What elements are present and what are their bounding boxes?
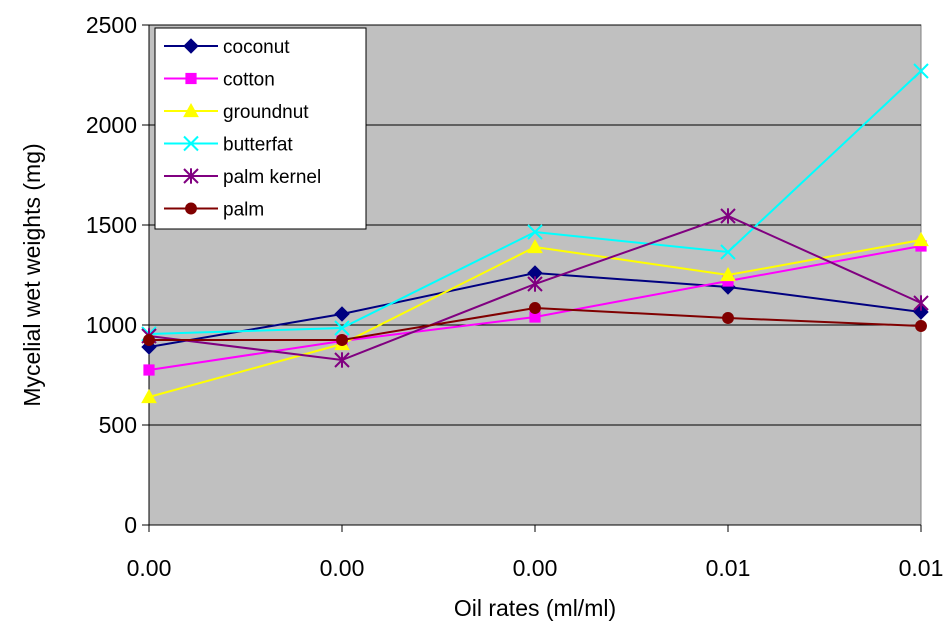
legend-item: palm kernel [164, 167, 321, 188]
legend-label: palm [223, 200, 264, 221]
data-point [722, 312, 734, 324]
legend-item: cotton [164, 70, 275, 91]
data-point [334, 352, 350, 368]
data-point [185, 72, 197, 85]
x-tick-label: 0.01 [899, 555, 944, 581]
data-point [336, 334, 348, 346]
y-axis-title: Mycelial wet weights (mg) [19, 143, 45, 406]
data-point [183, 38, 199, 54]
data-point [529, 311, 541, 323]
series-lines [141, 63, 929, 404]
data-point [913, 295, 929, 311]
x-tick-label: 0.00 [513, 555, 558, 581]
y-tick-label: 500 [99, 412, 137, 438]
legend: coconut cotton groundnut butterfat palm kern… [154, 27, 367, 230]
data-point [183, 135, 199, 152]
series-coconut [141, 265, 929, 355]
axes: 0 500 1000 1500 2000 2500 0.00 0.00 0.00 0.01 0.01 [86, 12, 944, 581]
legend-item: butterfat [164, 135, 293, 156]
data-point [143, 334, 155, 346]
data-point [334, 320, 350, 336]
data-point [185, 202, 197, 215]
data-point [183, 102, 199, 118]
data-point [915, 320, 927, 332]
data-point [527, 276, 543, 292]
legend-box [154, 27, 367, 230]
data-point [143, 364, 155, 376]
series-groundnut [141, 231, 929, 404]
data-point [913, 304, 929, 320]
legend-label: groundnut [223, 102, 309, 123]
x-tick-label: 0.00 [127, 555, 172, 581]
y-tick-label: 2500 [86, 12, 137, 38]
data-point [720, 208, 736, 224]
legend-label: coconut [223, 37, 290, 58]
y-tick-label: 2000 [86, 112, 137, 138]
x-tick-label: 0.01 [706, 555, 751, 581]
legend-label: cotton [223, 70, 275, 91]
data-point [334, 306, 350, 322]
legend-item: palm [164, 200, 264, 221]
y-tick-label: 1000 [86, 312, 137, 338]
x-tick-label: 0.00 [320, 555, 365, 581]
data-point [527, 224, 543, 240]
data-point [913, 63, 929, 79]
legend-label: palm kernel [223, 167, 321, 188]
legend-label: butterfat [223, 135, 293, 156]
data-point [720, 244, 736, 260]
legend-item: groundnut [164, 102, 309, 123]
data-point [529, 302, 541, 314]
data-point [527, 238, 543, 254]
x-axis-title: Oil rates (ml/ml) [454, 595, 616, 621]
data-point [183, 168, 199, 184]
data-point [720, 266, 736, 282]
y-tick-label: 0 [124, 512, 137, 538]
y-tick-label: 1500 [86, 212, 137, 238]
data-point [913, 231, 929, 247]
series-palm [143, 302, 927, 346]
data-point [141, 388, 157, 404]
legend-item: coconut [164, 37, 290, 58]
